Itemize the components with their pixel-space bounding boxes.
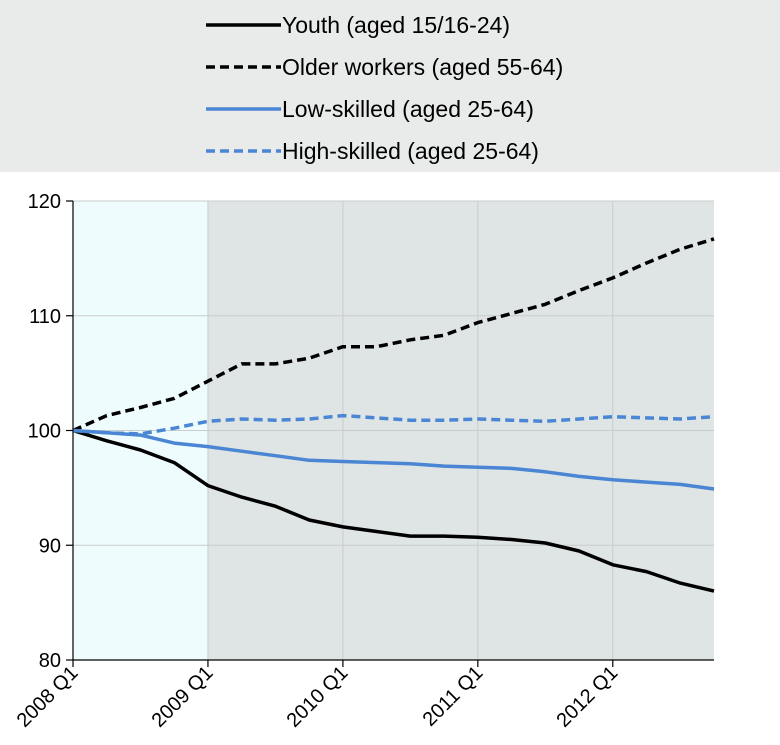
y-tick-label: 80 (39, 650, 61, 672)
legend-label: High-skilled (aged 25-64) (282, 138, 539, 164)
y-tick-labels: 80 90 100 110 120 (28, 191, 61, 672)
legend-background (0, 0, 780, 172)
legend-label: Low-skilled (aged 25-64) (282, 96, 534, 122)
legend-label: Youth (aged 15/16-24) (282, 12, 510, 38)
y-tick-label: 100 (28, 421, 61, 443)
x-tick-labels: 2008 Q1 2009 Q1 2010 Q1 2011 Q1 2012 Q1 (13, 662, 623, 732)
series-line (72, 413, 715, 436)
series-lines (72, 237, 715, 593)
gridlines (73, 200, 714, 660)
x-tick-label: 2010 Q1 (283, 662, 353, 732)
x-tick-label: 2012 Q1 (553, 662, 623, 732)
x-tick-label: 2011 Q1 (419, 662, 488, 731)
series-line (72, 428, 715, 491)
y-tick-label: 120 (28, 191, 61, 213)
series-line (72, 428, 715, 593)
x-tick-label: 2009 Q1 (148, 662, 218, 732)
y-tick-label: 110 (29, 306, 61, 328)
legend-label: Older workers (aged 55-64) (282, 54, 563, 80)
legend: Youth (aged 15/16-24) Older workers (aged… (0, 0, 780, 172)
x-tick-label: 2008 Q1 (13, 662, 83, 732)
series-line (72, 237, 715, 433)
axes (66, 200, 714, 667)
y-tick-label: 90 (39, 535, 61, 557)
